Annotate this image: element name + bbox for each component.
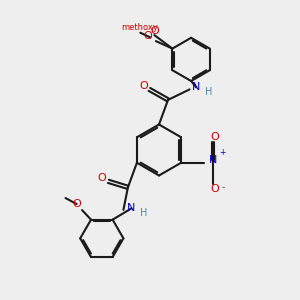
- Text: -: -: [222, 183, 225, 192]
- Text: N: N: [192, 82, 200, 92]
- Text: O: O: [140, 81, 148, 92]
- Text: O: O: [210, 184, 219, 194]
- Text: methoxy: methoxy: [121, 23, 158, 32]
- Text: +: +: [219, 148, 226, 157]
- Text: H: H: [140, 208, 148, 218]
- Text: O: O: [143, 31, 152, 41]
- Text: O: O: [98, 173, 106, 183]
- Text: H: H: [205, 86, 212, 97]
- Text: O: O: [72, 199, 81, 209]
- Text: O: O: [210, 132, 219, 142]
- Text: N: N: [127, 203, 136, 213]
- Text: N: N: [209, 155, 218, 165]
- Text: O: O: [150, 26, 159, 36]
